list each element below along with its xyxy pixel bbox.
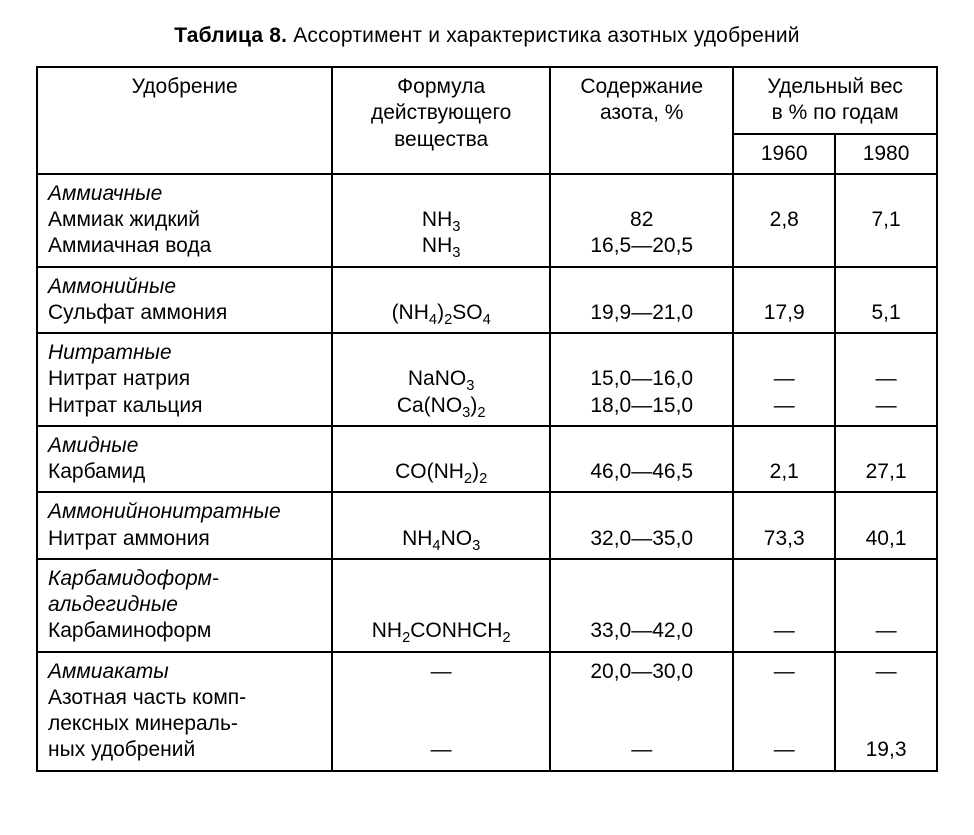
y1980-cell: — 19,3: [835, 652, 937, 771]
fertilizer-name-cell: АмидныеКарбамид: [37, 426, 332, 493]
formula-cell: NH2CONHCH2: [332, 559, 550, 652]
fertilizer-name-cell: НитратныеНитрат натрияНитрат кальция: [37, 333, 332, 426]
fertilizer-table: Удобрение Формула действующего вещества …: [36, 66, 938, 772]
fertilizer-name-cell: АммонийныеСульфат аммония: [37, 267, 332, 334]
header-years: Удельный вес в % по годам: [733, 67, 937, 134]
formula-cell: NH3NH3: [332, 174, 550, 267]
table-row: АммиакатыАзотная часть комп-лексных мине…: [37, 652, 937, 771]
header-nitrogen: Содержание азота, %: [550, 67, 733, 174]
table-row: АммиачныеАммиак жидкийАммиачная вода NH3…: [37, 174, 937, 267]
y1980-cell: 40,1: [835, 492, 937, 559]
y1980-cell: —: [835, 559, 937, 652]
y1960-cell: 2,8: [733, 174, 835, 267]
fertilizer-name-cell: АммонийнонитратныеНитрат аммония: [37, 492, 332, 559]
table-row: НитратныеНитрат натрияНитрат кальция NaN…: [37, 333, 937, 426]
table-row: АммонийнонитратныеНитрат аммония NH4NO3 …: [37, 492, 937, 559]
header-formula: Формула действующего вещества: [332, 67, 550, 174]
nitrogen-cell: 46,0—46,5: [550, 426, 733, 493]
nitrogen-cell: 8216,5—20,5: [550, 174, 733, 267]
y1960-cell: 2,1: [733, 426, 835, 493]
table-row: АмидныеКарбамид CO(NH2)2 46,0—46,5 2,1 2…: [37, 426, 937, 493]
fertilizer-name-cell: АммиачныеАммиак жидкийАммиачная вода: [37, 174, 332, 267]
y1980-cell: 5,1: [835, 267, 937, 334]
y1980-cell: 27,1: [835, 426, 937, 493]
y1980-cell: ——: [835, 333, 937, 426]
nitrogen-cell: 19,9—21,0: [550, 267, 733, 334]
header-row-1: Удобрение Формула действующего вещества …: [37, 67, 937, 134]
formula-cell: — —: [332, 652, 550, 771]
nitrogen-cell: 33,0—42,0: [550, 559, 733, 652]
fertilizer-name-cell: АммиакатыАзотная часть комп-лексных мине…: [37, 652, 332, 771]
formula-cell: NaNO3Ca(NO3)2: [332, 333, 550, 426]
table-row: АммонийныеСульфат аммония (NH4)2SO4 19,9…: [37, 267, 937, 334]
header-1960: 1960: [733, 134, 835, 174]
caption-title: Ассортимент и характеристика азотных удо…: [293, 24, 800, 47]
header-1980: 1980: [835, 134, 937, 174]
table-row: Карбамидоформ-альдегидныеКарбаминоформ N…: [37, 559, 937, 652]
nitrogen-cell: 20,0—30,0 —: [550, 652, 733, 771]
formula-cell: CO(NH2)2: [332, 426, 550, 493]
formula-cell: (NH4)2SO4: [332, 267, 550, 334]
formula-cell: NH4NO3: [332, 492, 550, 559]
nitrogen-cell: 32,0—35,0: [550, 492, 733, 559]
table-body: АммиачныеАммиак жидкийАммиачная вода NH3…: [37, 174, 937, 771]
y1960-cell: — —: [733, 652, 835, 771]
table-caption: Таблица 8. Ассортимент и характеристика …: [36, 24, 938, 48]
y1960-cell: —: [733, 559, 835, 652]
nitrogen-cell: 15,0—16,018,0—15,0: [550, 333, 733, 426]
y1960-cell: ——: [733, 333, 835, 426]
y1960-cell: 17,9: [733, 267, 835, 334]
fertilizer-name-cell: Карбамидоформ-альдегидныеКарбаминоформ: [37, 559, 332, 652]
caption-label: Таблица 8.: [174, 24, 287, 47]
y1960-cell: 73,3: [733, 492, 835, 559]
y1980-cell: 7,1: [835, 174, 937, 267]
header-fertilizer: Удобрение: [37, 67, 332, 174]
